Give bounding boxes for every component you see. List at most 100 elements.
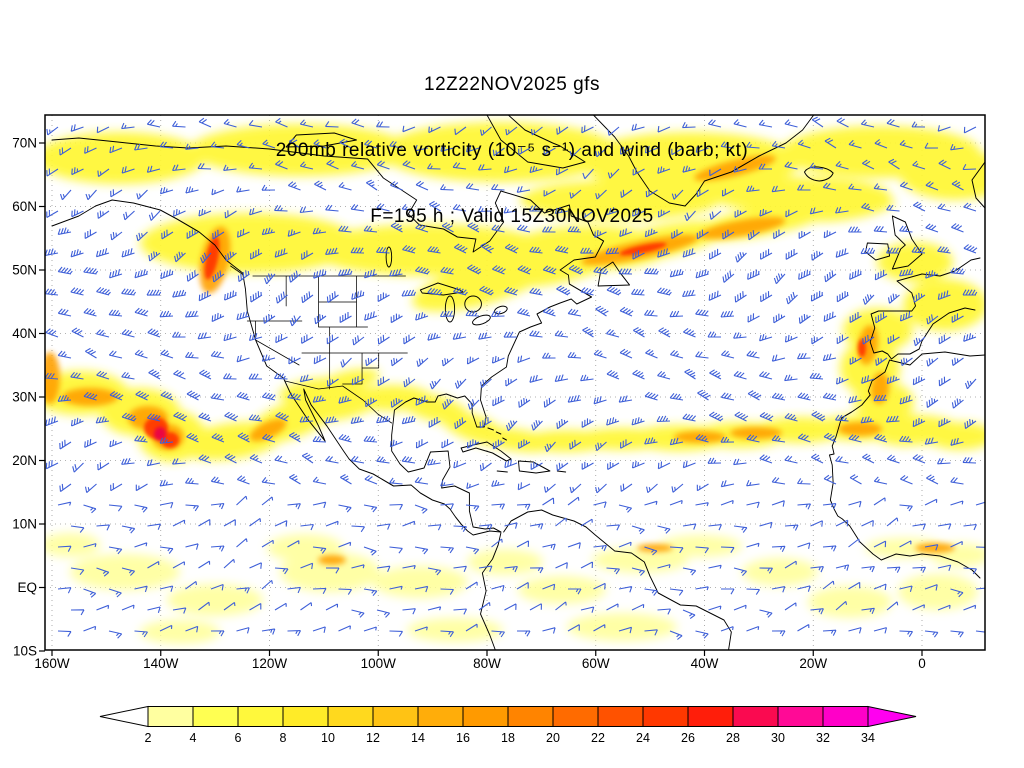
wind-barb (480, 126, 492, 136)
wind-barb (159, 479, 174, 487)
wind-barb (427, 332, 441, 341)
wind-barb (57, 227, 72, 235)
wind-barb (96, 329, 110, 338)
wind-barb (873, 583, 887, 591)
wind-barb (376, 415, 391, 424)
wind-barb (809, 162, 824, 170)
wind-barb (975, 546, 985, 548)
wind-barb (518, 439, 531, 449)
wind-barb (478, 524, 493, 531)
wind-barb (951, 357, 964, 366)
wind-barb (886, 517, 899, 527)
wind-barb (414, 626, 428, 632)
wind-barb (185, 625, 199, 633)
wind-barb (517, 355, 531, 364)
colorbar-tick-label: 34 (861, 731, 875, 745)
wind-barb (134, 504, 148, 513)
wind-barb (465, 504, 480, 512)
wind-barb (429, 378, 441, 390)
wind-barb (351, 290, 365, 300)
wind-barb (465, 546, 480, 555)
wind-barb (236, 186, 250, 193)
wind-barb (287, 392, 302, 401)
wind-barb (542, 226, 556, 233)
wind-barb (401, 203, 416, 212)
wind-barb (301, 250, 314, 260)
wind-barb (734, 291, 747, 303)
wind-barb (478, 332, 492, 340)
wind-barb (479, 417, 492, 429)
wind-barb (963, 202, 977, 212)
wind-barb (606, 285, 622, 296)
wind-barb (108, 588, 122, 598)
wind-barb (172, 458, 186, 465)
wind-barb (363, 588, 378, 597)
wind-barb (121, 457, 135, 465)
wind-barb (759, 371, 773, 380)
wind-barb (632, 167, 645, 176)
wind-barb (962, 163, 977, 171)
wind-barb (835, 564, 850, 571)
wind-barb (695, 502, 709, 507)
wind-barb (516, 582, 529, 590)
wind-barb (134, 630, 148, 638)
wind-barb (707, 331, 722, 338)
wind-barb (466, 145, 480, 153)
wind-barb (415, 395, 429, 406)
wind-barb (822, 503, 837, 510)
wind-barb (886, 375, 900, 385)
wind-barb (173, 209, 186, 217)
wind-barb (46, 126, 59, 136)
wind-barb (71, 209, 84, 218)
colorbar-segment (687, 706, 734, 727)
wind-barb (402, 565, 416, 570)
colorbar-segment (237, 706, 284, 727)
wind-barb (274, 602, 287, 611)
wind-barb (925, 223, 939, 233)
wind-barb (325, 204, 339, 212)
wind-barb (492, 147, 505, 157)
wind-barb (108, 504, 123, 512)
wind-barb (96, 604, 110, 611)
colorbar-segment (732, 706, 779, 727)
wind-barb (453, 525, 467, 533)
wind-barb (161, 229, 174, 240)
wind-barb (822, 353, 837, 362)
baffin-island (486, 115, 586, 169)
wind-barb (862, 294, 875, 305)
wind-barb (312, 435, 327, 443)
wind-barb (581, 210, 594, 219)
wind-barb (669, 630, 683, 640)
wind-barb (185, 543, 199, 550)
wind-barb (950, 437, 964, 446)
wind-barb (631, 123, 645, 131)
lake-michigan (444, 295, 456, 323)
wind-barb (237, 432, 250, 443)
wind-barb (401, 415, 416, 425)
wind-barb (771, 630, 786, 637)
wind-barb (402, 520, 416, 527)
wind-barb (657, 248, 671, 258)
wind-barb (886, 601, 899, 611)
wind-barb (146, 459, 161, 467)
wind-barb (121, 248, 135, 258)
wind-barb (951, 180, 964, 191)
wind-barb (937, 457, 951, 465)
wind-barb (632, 207, 645, 217)
wind-barb (516, 540, 530, 548)
wind-barb (415, 266, 430, 275)
wind-barb (746, 434, 760, 443)
wind-barb (287, 630, 301, 637)
wind-barb (657, 608, 671, 615)
wind-barb (759, 609, 773, 618)
wind-barb (326, 291, 339, 303)
wind-barb (964, 378, 977, 390)
wind-barb (849, 356, 862, 365)
wind-barb (376, 160, 390, 170)
wind-barb (848, 183, 862, 191)
wind-barb (300, 602, 313, 611)
wind-barb (937, 203, 951, 212)
wind-barb (505, 126, 518, 136)
wind-barb (899, 540, 912, 548)
